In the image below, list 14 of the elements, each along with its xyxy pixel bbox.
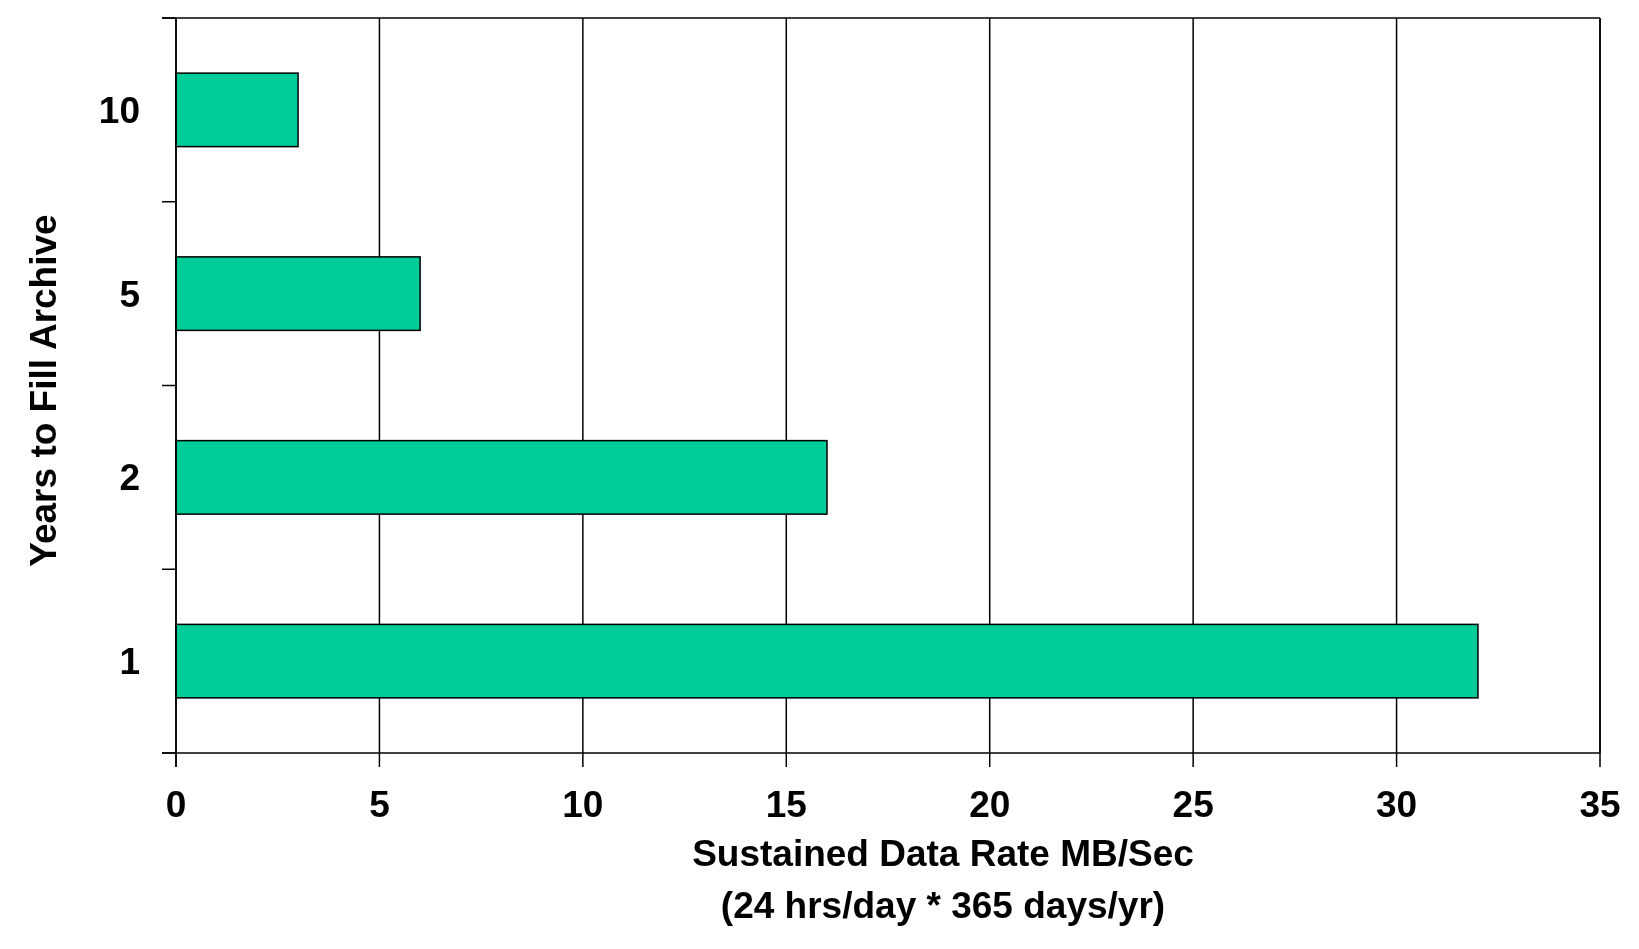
x-tick-label: 35 bbox=[1579, 784, 1621, 825]
y-tick-label: 10 bbox=[98, 89, 140, 131]
y-tick-label: 2 bbox=[119, 457, 140, 499]
x-tick-label: 25 bbox=[1172, 784, 1214, 825]
x-tick-label: 10 bbox=[562, 784, 604, 825]
x-tick-label: 0 bbox=[165, 784, 187, 825]
x-tick-label: 5 bbox=[369, 784, 390, 825]
x-tick-label: 20 bbox=[969, 784, 1011, 825]
y-tick-label: 5 bbox=[119, 273, 140, 315]
x-tick-label: 15 bbox=[765, 784, 807, 825]
y-axis-title: Years to Fill Archive bbox=[23, 214, 64, 567]
x-tick-label: 30 bbox=[1375, 784, 1418, 825]
x-axis-title: Sustained Data Rate MB/Sec (24 hrs/day * 365 days/yr) bbox=[692, 833, 1194, 926]
y-tick-label: 1 bbox=[119, 641, 140, 683]
